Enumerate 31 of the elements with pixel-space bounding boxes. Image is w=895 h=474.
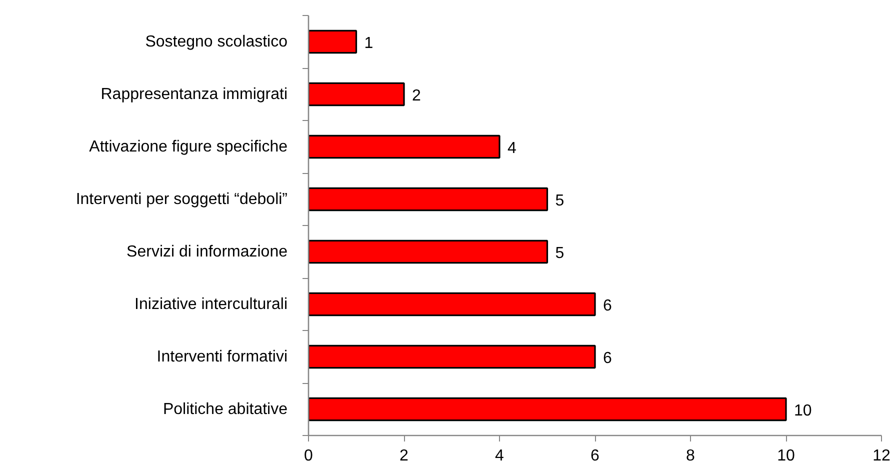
x-tick-label: 0 (304, 448, 314, 464)
bar (308, 397, 787, 422)
bar (308, 82, 405, 106)
y-tick-label: Interventi per soggetti “deboli” (76, 190, 288, 208)
x-tick-label: 12 (872, 448, 890, 464)
bar (308, 292, 596, 316)
x-tick-label: 4 (495, 448, 504, 464)
y-tick-label: Sostegno scolastico (145, 33, 288, 50)
data-label: 6 (603, 297, 612, 314)
data-label: 1 (364, 34, 374, 52)
data-label: 10 (794, 402, 812, 420)
bar (308, 240, 548, 264)
bar (308, 344, 596, 369)
y-tick-label: Interventi formativi (156, 348, 288, 366)
y-tick-label: Servizi di informazione (126, 243, 288, 260)
data-label: 5 (555, 244, 564, 262)
x-tick-label: 8 (686, 448, 696, 464)
x-tick-label: 2 (400, 448, 409, 464)
y-tick-label: Iniziative interculturali (134, 296, 288, 313)
bar (308, 187, 548, 212)
y-tick-label: Rappresentanza immigrati (100, 86, 288, 103)
x-tick-label: 6 (590, 448, 600, 464)
bar (308, 30, 358, 54)
data-label: 6 (603, 350, 612, 367)
x-tick-label: 10 (777, 448, 795, 464)
data-label: 5 (555, 192, 564, 210)
bar (308, 134, 500, 159)
data-label: 4 (508, 140, 516, 157)
y-tick-label: Politiche abitative (162, 400, 288, 418)
y-tick-label: Attivazione figure specifiche (89, 138, 288, 156)
data-label: 2 (412, 87, 421, 104)
